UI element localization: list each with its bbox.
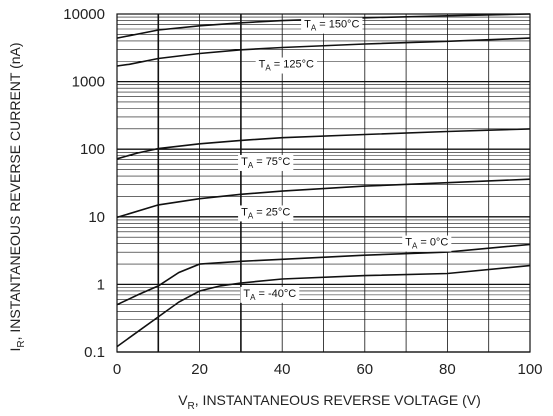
series-label-bg xyxy=(238,154,294,171)
x-tick-label: 80 xyxy=(439,361,456,378)
series-label-4: TA = 0°C xyxy=(402,235,452,252)
y-axis-title: IR, INSTANTANEOUS REVERSE CURRENT (nA) xyxy=(7,42,27,351)
series-labels: TA = 150°C TA = 125°C TA = 75°C TA = 25°C TA… xyxy=(238,17,452,303)
series-label-bg xyxy=(255,57,318,74)
y-tick-label: 10 xyxy=(88,209,105,226)
tick-labels: 0 20 40 60 80 100 0.1 1 10 100 1000 10000 xyxy=(63,6,542,378)
series-line-1 xyxy=(116,37,531,67)
y-tick-label: 1 xyxy=(97,276,105,293)
series-label-text: TA = 150°C xyxy=(304,19,359,33)
series-label-1: TA = 125°C xyxy=(255,57,318,74)
series-label-text: TA = 125°C xyxy=(259,59,314,73)
x-tick-label: 0 xyxy=(113,361,121,378)
x-axis-title: VR, INSTANTANEOUS REVERSE VOLTAGE (V) xyxy=(178,392,481,412)
series-label-text: TA = 0°C xyxy=(405,237,448,251)
series-label-0: TA = 150°C xyxy=(301,17,363,34)
y-tick-label: 0.1 xyxy=(84,344,105,361)
x-tick-label: 100 xyxy=(517,361,542,378)
series-label-bg xyxy=(238,205,294,222)
x-tick-label: 20 xyxy=(191,361,208,378)
x-tick-label: 40 xyxy=(274,361,291,378)
series-label-bg xyxy=(402,235,452,252)
series-label-5: TA = -40°C xyxy=(240,286,300,303)
series-label-bg xyxy=(301,17,363,34)
series-label-text: TA = 25°C xyxy=(241,206,290,220)
series-line-5 xyxy=(116,264,531,348)
series-label-3: TA = 25°C xyxy=(238,205,294,222)
series-line-4 xyxy=(116,243,531,306)
series-label-2: TA = 75°C xyxy=(238,154,294,171)
series-lines xyxy=(116,13,531,348)
series-line-0 xyxy=(116,13,531,39)
series-line-2 xyxy=(116,128,531,160)
x-tick-label: 60 xyxy=(356,361,373,378)
series-label-text: TA = -40°C xyxy=(243,288,296,302)
plot-frame xyxy=(116,13,531,353)
y-tick-label: 1000 xyxy=(72,74,105,91)
series-label-text: TA = 75°C xyxy=(241,156,290,170)
series-line-3 xyxy=(116,178,531,219)
series-label-bg xyxy=(240,286,300,303)
y-tick-label: 100 xyxy=(80,141,105,158)
y-tick-label: 10000 xyxy=(63,6,105,23)
